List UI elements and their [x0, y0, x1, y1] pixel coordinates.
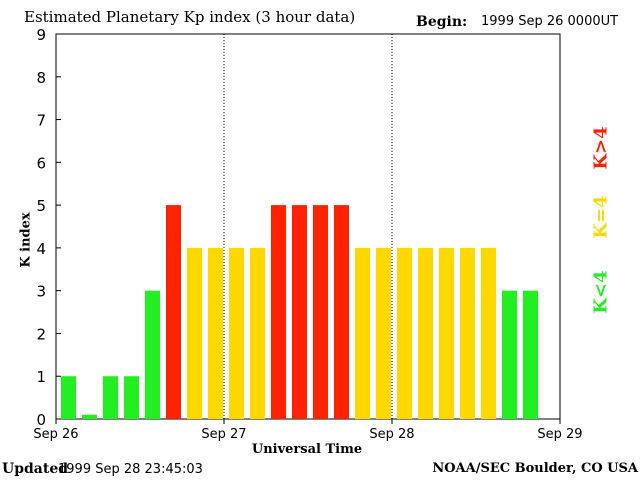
- y-axis-label: K index: [18, 212, 34, 268]
- kp-bar: [460, 247, 475, 419]
- x-tick-label: Sep 29: [537, 427, 582, 442]
- legend-high: K>4: [590, 126, 612, 170]
- kp-bar: [271, 205, 286, 419]
- plot-frame: [55, 33, 561, 420]
- kp-bar: [187, 247, 202, 419]
- kp-bar: [166, 205, 181, 419]
- kp-bar: [418, 247, 433, 419]
- y-tick-label: 0: [36, 411, 46, 429]
- kp-bar: [145, 290, 160, 419]
- y-tick-label: 6: [36, 154, 46, 172]
- chart-title: Estimated Planetary Kp index (3 hour dat…: [24, 8, 356, 26]
- kp-bar: [397, 247, 412, 419]
- kp-bar: [82, 414, 97, 419]
- y-tick-label: 5: [36, 197, 46, 215]
- kp-bar: [376, 247, 391, 419]
- x-axis-label: Universal Time: [251, 442, 363, 457]
- kp-bar: [355, 247, 370, 419]
- kp-bar: [481, 247, 496, 419]
- kp-bar: [103, 376, 118, 419]
- legend-low: K<4: [590, 270, 612, 314]
- kp-bar: [229, 247, 244, 419]
- kp-bar: [292, 205, 307, 419]
- y-tick-label: 2: [36, 325, 46, 343]
- x-tick-label: Sep 28: [369, 427, 414, 442]
- y-tick-label: 4: [36, 240, 46, 258]
- y-tick-label: 3: [36, 283, 46, 301]
- kp-bar: [61, 376, 76, 419]
- credit-text: NOAA/SEC Boulder, CO USA: [432, 461, 638, 476]
- legend-equal: K=4: [590, 195, 612, 239]
- y-tick-label: 7: [36, 112, 46, 130]
- kp-bar: [313, 205, 328, 419]
- begin-label: Begin:: [416, 14, 468, 30]
- x-tick-label: Sep 27: [201, 427, 246, 442]
- kp-bar: [334, 205, 349, 419]
- kp-bar: [124, 376, 139, 419]
- begin-value: 1999 Sep 26 0000UT: [481, 14, 619, 29]
- kp-bar: [439, 247, 454, 419]
- kp-bar: [502, 290, 517, 419]
- y-tick-label: 8: [36, 69, 46, 87]
- y-tick-label: 9: [36, 26, 46, 44]
- updated-value: 1999 Sep 28 23:45:03: [58, 462, 203, 477]
- kp-bar: [208, 247, 223, 419]
- updated-label: Updated: [2, 461, 69, 477]
- y-tick-label: 1: [36, 368, 46, 386]
- kp-bar: [523, 290, 538, 419]
- kp-bar: [250, 247, 265, 419]
- x-tick-label: Sep 26: [33, 427, 78, 442]
